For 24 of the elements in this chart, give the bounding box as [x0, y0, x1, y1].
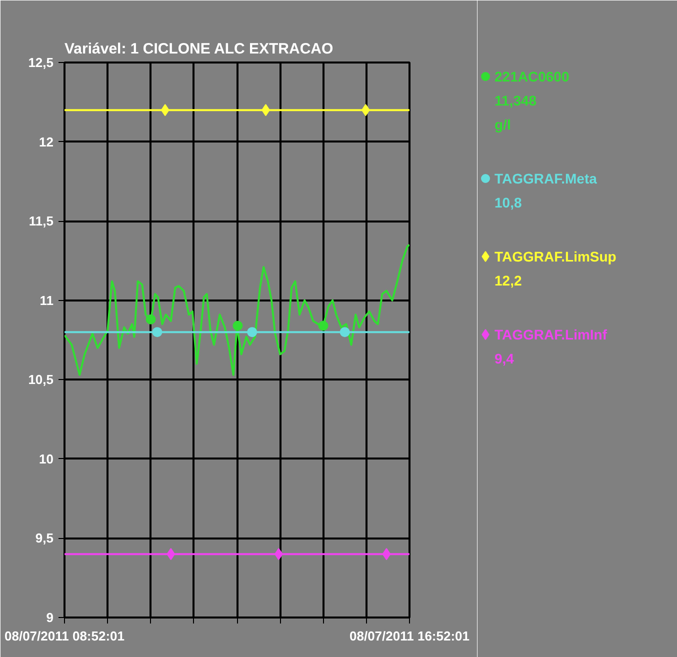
- y-tick-label: 9,5: [35, 530, 54, 546]
- line-series: [64, 244, 410, 376]
- legend-label: TAGGRAF.Meta: [494, 170, 598, 186]
- y-tick-label: 12: [39, 134, 54, 150]
- y-tick-label: 9: [46, 610, 54, 625]
- text: 10,8: [494, 194, 522, 210]
- y-tick-label: 10: [39, 451, 54, 466]
- legend-label: TAGGRAF.LimInf: [494, 326, 608, 342]
- x-tick-label: 08/07/2011 16:52:01: [350, 628, 470, 644]
- point: [146, 314, 156, 324]
- legend-label: 221AC0600: [494, 68, 570, 84]
- text: 11,348: [494, 92, 537, 108]
- legend-label: TAGGRAF.LimSup: [494, 248, 616, 264]
- y-tick-label: 12,5: [28, 55, 54, 70]
- text: 9,4: [494, 350, 514, 366]
- point: [232, 320, 243, 331]
- point: [318, 320, 328, 331]
- y-tick-label: 11,5: [28, 214, 54, 229]
- chart-title: Variável: 1 CICLONE ALC EXTRACAO: [64, 40, 334, 58]
- text: 12,2: [494, 272, 522, 288]
- x-tick-label: 08/07/2011 08:52:01: [4, 628, 124, 644]
- text: g/l: [494, 116, 511, 132]
- y-tick-label: 11: [40, 292, 54, 308]
- y-tick-label: 10,5: [28, 372, 54, 388]
